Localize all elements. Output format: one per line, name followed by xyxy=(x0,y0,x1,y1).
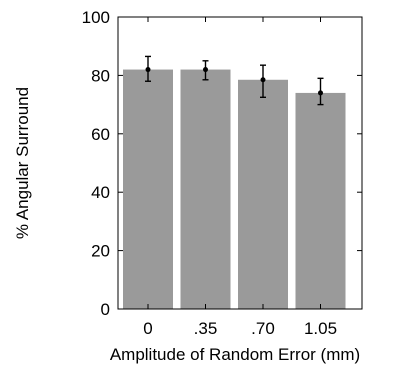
data-point-2 xyxy=(260,77,266,83)
y-tick-label-0: 0 xyxy=(101,300,110,319)
x-tick-label-0: 0 xyxy=(143,319,152,338)
data-point-1 xyxy=(203,67,208,73)
bar-0 xyxy=(123,69,173,309)
axes-box xyxy=(117,16,363,310)
y-tick-label-1: 20 xyxy=(91,242,110,261)
bar-2 xyxy=(238,79,288,309)
bar-3 xyxy=(295,92,346,309)
bar-1 xyxy=(180,69,231,309)
x-tick-label-3: 1.05 xyxy=(304,319,337,338)
x-tick-label-1: .35 xyxy=(194,319,218,338)
plot-area: 0 20 40 60 80 100 0 .35 .70 1.05 xyxy=(82,8,363,338)
x-tick-label-2: .70 xyxy=(251,319,275,338)
x-axis-label: Amplitude of Random Error (mm) xyxy=(110,345,360,364)
y-tick-label-3: 60 xyxy=(91,125,110,144)
y-tick-label-4: 80 xyxy=(91,66,110,85)
y-tick-label-2: 40 xyxy=(91,183,110,202)
y-tick-label-5: 100 xyxy=(82,8,110,27)
y-axis-label: % Angular Surround xyxy=(13,87,32,239)
data-point-0 xyxy=(145,67,151,73)
data-point-3 xyxy=(318,90,323,96)
